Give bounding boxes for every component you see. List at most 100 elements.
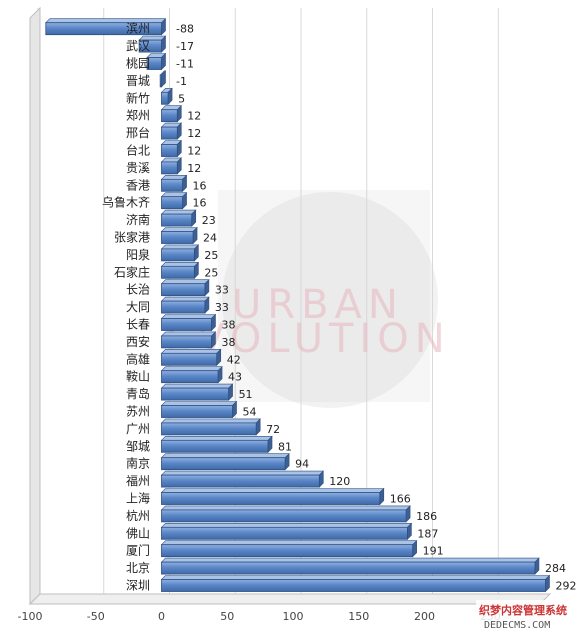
category-label: 青岛 <box>126 386 150 401</box>
bar-front-face <box>161 387 229 401</box>
category-label: 邢台 <box>126 125 150 140</box>
bar-top-face <box>160 470 325 476</box>
bar-front-face <box>161 457 286 471</box>
bar-top-face <box>160 575 551 580</box>
bar-top-face <box>160 227 198 232</box>
bar-top-face <box>160 261 200 267</box>
value-label: -17 <box>176 40 194 53</box>
category-label: 新竹 <box>126 90 150 105</box>
value-label: 94 <box>295 458 309 471</box>
value-label: 42 <box>227 353 241 366</box>
bar <box>160 470 325 488</box>
value-label: 16 <box>193 179 207 192</box>
bar-front-face <box>161 509 407 523</box>
watermark-square <box>218 190 430 402</box>
value-label: 43 <box>228 371 242 384</box>
bar-top-face <box>160 331 217 337</box>
x-tick-label: -50 <box>87 610 105 623</box>
bar <box>160 174 188 193</box>
category-label: 长治 <box>126 283 150 297</box>
bar <box>160 574 551 593</box>
bar-top-face <box>160 314 217 319</box>
bar <box>160 122 183 140</box>
category-label: 深圳 <box>126 579 150 593</box>
category-label: 香港 <box>126 178 150 192</box>
category-label: 厦门 <box>126 543 150 558</box>
category-label: 佛山 <box>126 526 150 540</box>
bar-front-face <box>161 283 206 297</box>
value-label: 33 <box>215 284 229 297</box>
bar <box>160 383 234 401</box>
value-label: 25 <box>204 249 218 262</box>
bar-front-face <box>161 492 381 505</box>
value-labels: -88-17-11-151212121216162324252533333838… <box>176 23 576 593</box>
category-label: 台北 <box>126 143 150 158</box>
value-label: -11 <box>176 58 194 71</box>
bar <box>138 35 167 53</box>
bar-front-face <box>161 526 408 540</box>
category-label: 大同 <box>126 300 150 314</box>
bar <box>160 87 173 106</box>
category-label: 济南 <box>126 212 150 227</box>
bar-front-face <box>161 318 212 331</box>
bar-front-face <box>161 405 233 418</box>
bar <box>160 452 290 471</box>
bar-top-face <box>160 435 273 441</box>
bar-front-face <box>138 39 162 53</box>
value-label: 54 <box>243 406 257 419</box>
x-tick-label: -100 <box>18 610 43 623</box>
bar-front-face <box>45 22 162 36</box>
bar <box>160 278 210 297</box>
bar-top-face <box>160 401 238 406</box>
value-label: 166 <box>390 493 411 506</box>
value-label: 72 <box>266 423 280 436</box>
bar <box>160 244 200 262</box>
bar-front-face <box>161 265 195 279</box>
floor <box>28 593 552 605</box>
bar-front-face <box>161 109 178 123</box>
bar-front-face <box>161 422 257 436</box>
value-label: 186 <box>416 510 437 523</box>
bar-front-face <box>161 474 320 488</box>
bar <box>45 17 167 36</box>
bar <box>160 226 198 245</box>
bar <box>160 191 188 210</box>
category-label: 桃园 <box>126 56 150 71</box>
category-labels: 滨州武汉桃园晋城新竹郑州邢台台北贵溪香港乌鲁木齐济南张家港阳泉石家庄长治大同长春… <box>102 21 150 593</box>
category-label: 西安 <box>126 334 150 349</box>
x-tick-label: 200 <box>414 610 435 623</box>
category-label: 福州 <box>126 473 150 488</box>
left-wall <box>29 6 41 606</box>
value-label: 23 <box>202 214 216 227</box>
bar-top-face <box>160 383 234 389</box>
bar <box>146 52 167 71</box>
bar-front-face <box>161 248 195 262</box>
bar-top-face <box>160 488 385 493</box>
bar <box>160 331 217 349</box>
bar <box>160 400 238 419</box>
bar-top-face <box>160 244 200 250</box>
bar <box>160 313 217 332</box>
category-label: 长春 <box>126 318 150 332</box>
bar-front-face <box>161 91 169 105</box>
value-label: 292 <box>555 580 576 593</box>
bar <box>160 296 210 314</box>
bar-top-face <box>160 348 222 354</box>
value-label: 33 <box>215 301 229 314</box>
category-label: 石家庄 <box>114 264 150 279</box>
x-tick-label: 50 <box>220 610 234 623</box>
watermark-line1: URBAN <box>232 282 404 328</box>
value-label: 38 <box>221 319 235 332</box>
bar-top-face <box>160 209 197 215</box>
value-label: 187 <box>417 527 438 540</box>
footer-text-cn: 织梦内容管理系统 <box>479 603 567 617</box>
bar-front-face <box>161 213 193 227</box>
bar <box>160 348 222 367</box>
bar-top-face <box>160 366 223 372</box>
footer-bg <box>476 600 586 638</box>
category-label: 北京 <box>126 561 150 575</box>
footer-text-en: DEDECMS.COM <box>484 620 550 631</box>
value-label: 81 <box>278 440 292 453</box>
axis-wall <box>28 6 552 606</box>
